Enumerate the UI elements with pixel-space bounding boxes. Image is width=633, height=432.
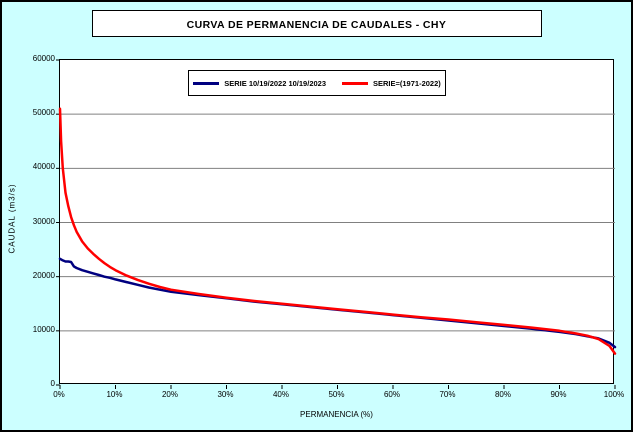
x-tick-label: 50% [328,390,345,399]
y-tick-label: 10000 [32,324,55,334]
legend-item-serie-2022-2023: SERIE 10/19/2022 10/19/2023 [193,79,326,88]
legend-swatch-serie-2022-2023 [193,81,220,85]
chart-title-box: CURVA DE PERMANENCIA DE CAUDALES - CHY [91,10,542,37]
y-tick-label: 0 [50,379,55,388]
x-tick-label: 10% [106,390,123,399]
x-tick-label: 80% [494,390,511,399]
x-tick-label: 60% [383,390,400,399]
x-tick-label: 70% [439,390,456,399]
plot-area: SERIE 10/19/2022 10/19/2023 SERIE=(1971-… [56,59,617,389]
x-tick-label: 30% [217,390,234,399]
y-tick-label: 60000 [32,54,55,63]
x-tick-label: 20% [161,390,178,399]
legend-swatch-serie-1971-2022 [342,81,368,85]
chart-title: CURVA DE PERMANENCIA DE CAUDALES - CHY [186,19,447,31]
y-tick-label: 50000 [32,108,55,118]
y-tick-label: 40000 [32,162,55,172]
y-tick-label: 30000 [32,216,55,226]
plot-svg [56,59,617,389]
legend-label-serie-2022-2023: SERIE 10/19/2022 10/19/2023 [224,78,326,88]
x-tick-label: 40% [272,390,289,399]
legend: SERIE 10/19/2022 10/19/2023 SERIE=(1971-… [188,70,446,96]
x-tick-label: 100% [603,390,625,399]
x-axis-title: PERMANENCIA (%) [300,410,373,419]
x-tick-label: 0% [53,390,65,399]
legend-item-serie-1971-2022: SERIE=(1971-2022) [342,79,441,88]
legend-label-serie-1971-2022: SERIE=(1971-2022) [373,78,441,88]
y-tick-label: 20000 [32,270,55,280]
x-tick-label: 90% [550,390,567,399]
y-axis-title: CAUDAL (m3/s) [7,183,17,254]
